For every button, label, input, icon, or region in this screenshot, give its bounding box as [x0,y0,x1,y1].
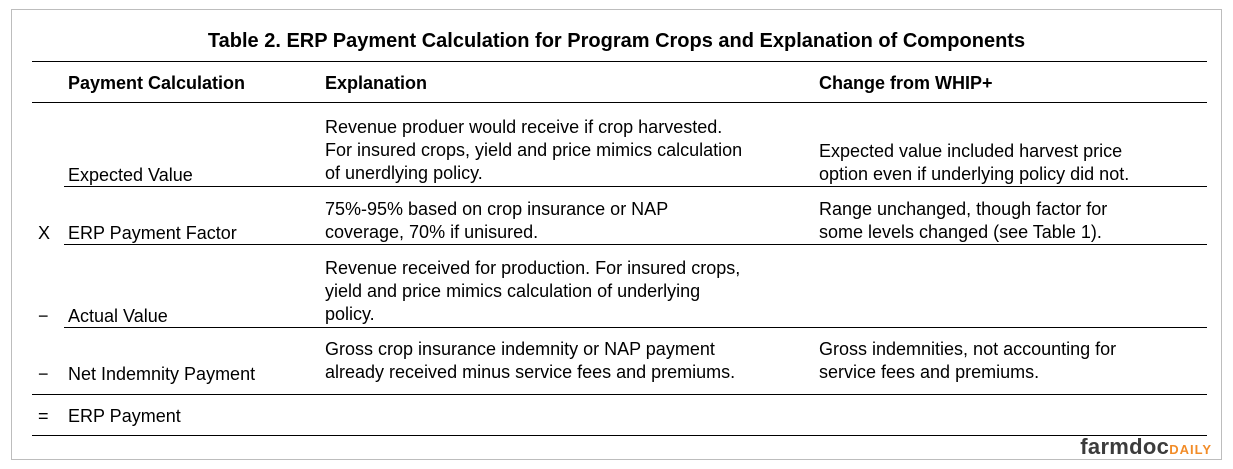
farmdoc-daily-logo: farmdocDAILY [1080,434,1212,460]
table-title: Table 2. ERP Payment Calculation for Pro… [207,30,1026,52]
header-change-from-whip: Change from WHIP+ [819,73,993,93]
operator-multiply: X [38,223,51,243]
row-expected-value-explanation: Revenue produer would receive if crop ha… [325,117,743,183]
rule-row-4 [32,394,1207,395]
rule-header-bottom [32,102,1207,103]
row-expected-value-change: Expected value included harvest price op… [819,141,1130,184]
header-explanation: Explanation [325,73,428,93]
row-expected-value-label: Expected Value [68,165,193,185]
row-net-indemnity-change: Gross indemnities, not accounting for se… [819,339,1117,382]
brand-suffix: DAILY [1169,442,1212,457]
row-actual-value-explanation: Revenue received for production. For ins… [325,258,741,324]
row-actual-value-label: Actual Value [68,306,168,326]
row-net-indemnity-label: Net Indemnity Payment [68,364,256,384]
header-payment-calculation: Payment Calculation [68,73,246,93]
operator-equals: = [38,406,49,426]
rule-row-1 [64,186,1207,187]
rule-row-2 [64,244,1207,245]
operator-minus-actual: − [38,306,49,326]
row-net-indemnity-explanation: Gross crop insurance indemnity or NAP pa… [325,339,736,382]
row-payment-factor-label: ERP Payment Factor [68,223,237,243]
row-payment-factor-change: Range unchanged, though factor for some … [819,199,1108,242]
rule-bottom [32,435,1207,436]
row-payment-factor-explanation: 75%-95% based on crop insurance or NAP c… [325,199,669,242]
brand-name: farmdoc [1080,434,1170,459]
rule-row-3 [64,327,1207,328]
row-erp-payment-label: ERP Payment [68,406,181,426]
rule-top [32,61,1207,62]
table-frame [11,9,1222,460]
operator-minus-indemnity: − [38,364,49,384]
